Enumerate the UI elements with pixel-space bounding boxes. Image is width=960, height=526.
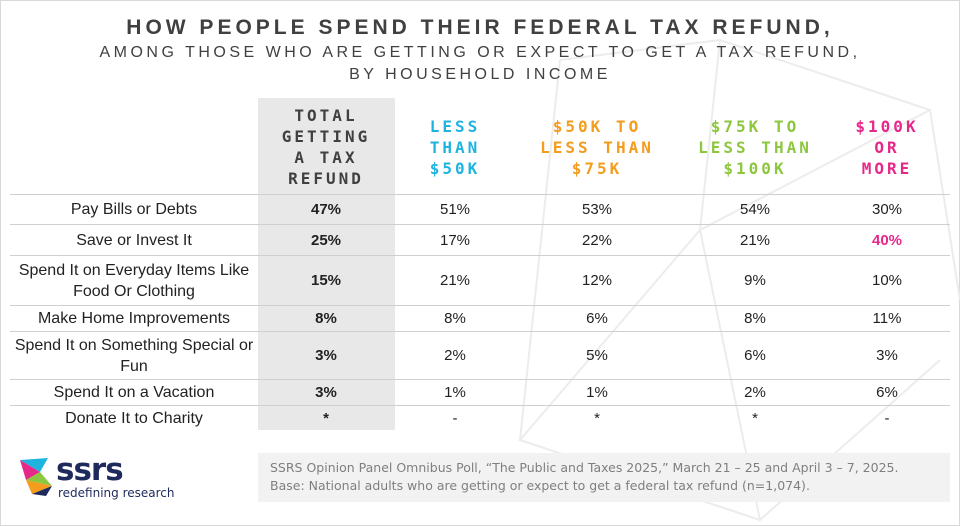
table-cell: 2% [744,384,766,401]
table-cell: 6% [744,347,766,364]
table-cell: 1% [444,384,466,401]
row-label: Spend It on a Vacation [53,384,215,401]
table-cell: * [594,410,600,427]
table-cell: - [884,410,890,427]
column-header-text: $75K TO LESS THAN $100K [698,116,812,178]
table-cell: 6% [586,310,608,327]
row-label: Donate It to Charity [65,410,203,427]
ssrs-logo-icon [20,458,52,496]
table-cell: 47% [310,201,342,218]
chart-title: HOW PEOPLE SPEND THEIR FEDERAL TAX REFUN… [126,16,834,39]
table-cell: 12% [581,272,613,289]
row-label: Pay Bills or Debts [70,201,198,218]
table-cell: 40% [871,231,903,249]
column-header-total: TOTAL GETTING A TAX REFUND [258,102,395,192]
row-label: Save or Invest It [76,231,192,249]
table-cell: 5% [586,347,608,364]
row-divider [10,224,950,225]
column-header-100plus: $100K OR MORE [832,102,942,192]
table-cell: 22% [581,231,613,249]
table-cell: 8% [444,310,466,327]
row-label: Make Home Improvements [37,310,231,327]
table-cell: 51% [439,201,471,218]
footer-base: Base: National adults who are getting or… [270,478,810,493]
table-cell: * [752,410,758,427]
row-label: Spend It on Something Special or Fun [14,336,254,375]
table-cell: 17% [439,231,471,249]
footer-source: SSRS Opinion Panel Omnibus Poll, “The Pu… [270,460,899,475]
table-cell: 21% [439,272,471,289]
row-divider [10,305,950,306]
table-cell: 1% [586,384,608,401]
chart-subtitle-line2: BY HOUSEHOLD INCOME [349,66,611,83]
table-cell: 30% [871,201,903,218]
table-cell: 54% [739,201,771,218]
column-header-text: TOTAL GETTING A TAX REFUND [281,106,371,188]
row-divider [10,405,950,406]
row-label: Spend It on Everyday Items Like Food Or … [18,261,250,300]
table-cell: 11% [872,310,902,327]
table-cell: 21% [739,231,771,249]
table-cell: - [452,410,458,427]
footer-box [258,453,950,502]
table-cell: 2% [444,347,466,364]
column-header-50to75: $50K TO LESS THAN $75K [522,102,672,192]
table-cell: 9% [744,272,766,289]
table-cell: 15% [310,272,342,289]
table-cell: * [323,410,329,427]
chart-subtitle-line1: AMONG THOSE WHO ARE GETTING OR EXPECT TO… [99,44,861,61]
table-cell: 25% [310,231,342,249]
table-cell: 3% [315,384,337,401]
logo-wordmark: ssrs [56,452,124,488]
row-divider [10,194,950,195]
table-cell: 6% [876,384,898,401]
column-header-lt50: LESS THAN $50K [395,102,515,192]
table-cell: 53% [581,201,613,218]
row-divider [10,331,950,332]
total-column-highlight [258,98,395,430]
row-divider [10,379,950,380]
table-cell: 3% [315,347,337,364]
row-divider [10,255,950,256]
table-cell: 10% [871,272,903,289]
table-cell: 8% [744,310,766,327]
column-header-75to100: $75K TO LESS THAN $100K [680,102,830,192]
column-header-text: LESS THAN $50K [429,116,481,178]
logo-tagline: redefining research [58,486,175,500]
column-header-text: $100K OR MORE [855,116,919,178]
column-header-text: $50K TO LESS THAN $75K [540,116,654,178]
table-cell: 8% [315,310,337,327]
table-cell: 3% [876,347,898,364]
